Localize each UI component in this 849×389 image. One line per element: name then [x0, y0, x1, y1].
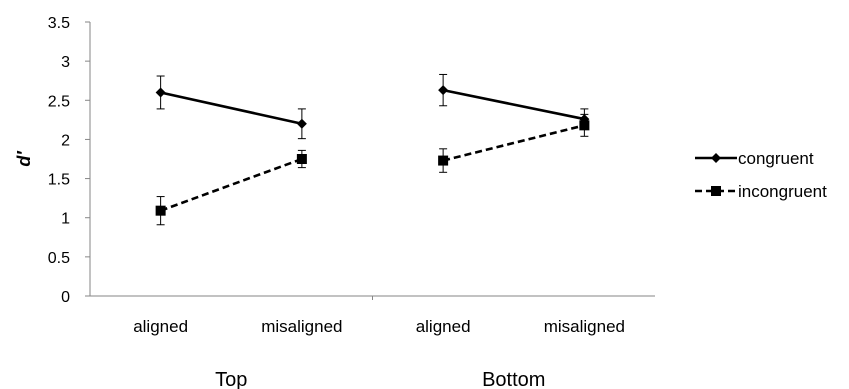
y-tick-label: 2.5 [48, 93, 70, 110]
legend-marker [711, 153, 721, 163]
series-line [442, 88, 585, 121]
y-tick-label: 0 [61, 289, 70, 306]
y-tick-label: 3 [61, 54, 70, 71]
data-point [296, 118, 307, 129]
series-congruent [155, 73, 590, 140]
series-line [160, 157, 303, 212]
series-line [160, 91, 303, 126]
data-point [296, 154, 307, 164]
group-labels: Top Bottom [215, 369, 545, 389]
y-axis-ticks: 0 0.5 1 1.5 2 2.5 3 3.5 [48, 15, 90, 306]
axes [89, 22, 655, 300]
legend-label: congruent [738, 149, 814, 168]
legend-item: congruent [695, 149, 814, 168]
legend-label: incongruent [738, 182, 827, 201]
series-layer [155, 73, 590, 226]
data-point [438, 155, 449, 166]
category-label: aligned [133, 317, 188, 336]
series-incongruent [155, 113, 590, 226]
category-label: misaligned [544, 317, 625, 336]
y-tick-label: 0.5 [48, 250, 70, 267]
y-tick-label: 2 [61, 132, 70, 149]
y-tick-label: 3.5 [48, 15, 70, 32]
legend-marker [711, 186, 721, 196]
group-label: Top [215, 369, 247, 389]
data-point [579, 120, 590, 131]
category-label: aligned [416, 317, 471, 336]
category-label: misaligned [261, 317, 342, 336]
data-point [438, 85, 449, 96]
y-tick-label: 1.5 [48, 172, 70, 189]
legend: congruent incongruent [695, 149, 827, 201]
data-point [155, 87, 166, 98]
legend-item: incongruent [695, 182, 827, 201]
category-labels: aligned misaligned aligned misaligned [133, 317, 625, 336]
y-axis-label: d′ [14, 151, 34, 167]
series-line [442, 124, 585, 162]
data-point [155, 205, 166, 216]
group-label: Bottom [482, 369, 545, 389]
y-tick-label: 1 [61, 211, 70, 228]
